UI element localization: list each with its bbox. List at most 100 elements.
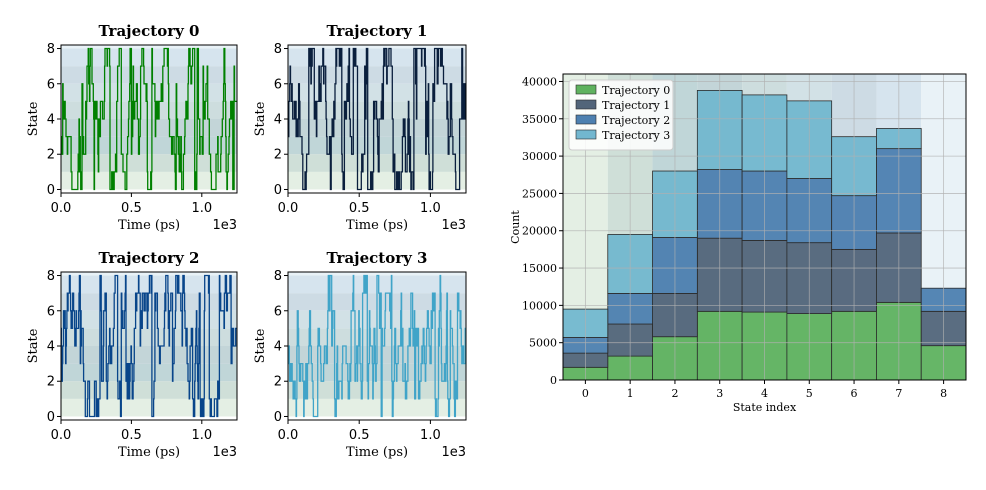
state-band [288, 45, 466, 49]
y-axis-label: State [26, 328, 41, 363]
x-tick-label: 7 [895, 387, 902, 400]
y-tick-label: 2 [274, 375, 282, 390]
state-band [61, 293, 237, 311]
trajectory-line [60, 274, 237, 418]
state-band [288, 83, 466, 102]
state-band [61, 171, 237, 190]
y-tick-label: 25000 [522, 187, 557, 200]
y-tick-label: 0 [274, 183, 282, 198]
y-tick-label: 0 [47, 410, 55, 425]
y-axis-label: State [253, 101, 268, 136]
x-tick-label: 8 [940, 387, 947, 400]
y-tick-label: 15000 [522, 262, 557, 275]
state-band [61, 328, 237, 346]
state-band [61, 346, 237, 364]
x-tick-label: 1.0 [191, 428, 212, 443]
y-axis-label: State [26, 101, 41, 136]
x-offset-label: 1e3 [212, 445, 237, 460]
legend-swatch [575, 129, 597, 140]
state-band [61, 154, 237, 172]
x-tick-label: 0.5 [349, 201, 370, 216]
state-band [61, 45, 237, 49]
state-band [61, 272, 237, 276]
y-tick-label: 6 [47, 77, 55, 92]
x-offset-label: 1e3 [441, 445, 466, 460]
state-band [288, 381, 466, 399]
state-band [61, 363, 237, 382]
y-tick-label: 0 [47, 183, 55, 198]
y-tick-label: 6 [274, 77, 282, 92]
y-tick-label: 4 [47, 340, 55, 355]
legend-label: Trajectory 1 [602, 99, 670, 112]
x-offset-label: 1e3 [212, 218, 237, 233]
legend-label: Trajectory 3 [602, 129, 670, 142]
trajectory-line [288, 47, 466, 191]
x-tick-label: 1.0 [420, 201, 441, 216]
legend-label: Trajectory 0 [602, 84, 670, 97]
x-tick-label: 1.0 [191, 201, 212, 216]
panel-title: Trajectory 0 [98, 22, 199, 40]
x-tick-label: 4 [761, 387, 768, 400]
state-band [61, 310, 237, 329]
y-tick-label: 4 [47, 113, 55, 128]
x-tick-label: 3 [716, 387, 723, 400]
panel-title: Trajectory 2 [98, 249, 199, 267]
y-tick-label: 30000 [522, 150, 557, 163]
legend-swatch [575, 99, 597, 110]
x-tick-label: 1 [627, 387, 634, 400]
x-axis-label: Time (ps) [118, 445, 180, 460]
state-band [288, 171, 466, 190]
y-tick-label: 2 [274, 148, 282, 163]
y-axis-label: State [253, 328, 268, 363]
trajectory-line [60, 47, 237, 191]
x-tick-label: 0.0 [51, 428, 72, 443]
y-tick-label: 8 [47, 269, 55, 284]
y-tick-label: 0 [274, 410, 282, 425]
x-tick-label: 0.0 [278, 428, 299, 443]
state-band [61, 119, 237, 137]
y-tick-label: 40000 [522, 75, 557, 88]
state-band [288, 272, 466, 276]
y-tick-label: 8 [274, 42, 282, 57]
legend-swatch [575, 114, 597, 125]
state-band [61, 48, 237, 67]
y-tick-label: 6 [47, 304, 55, 319]
x-tick-label: 0.0 [51, 201, 72, 216]
y-axis-label: Count [509, 210, 522, 244]
x-tick-label: 0.5 [121, 428, 142, 443]
x-tick-label: 0 [582, 387, 589, 400]
state-band [288, 398, 466, 417]
y-tick-label: 5000 [529, 337, 557, 350]
state-band [61, 136, 237, 155]
y-tick-label: 10000 [522, 299, 557, 312]
state-band [288, 66, 466, 84]
trajectory-line [287, 274, 466, 418]
x-tick-label: 0.5 [349, 428, 370, 443]
x-tick-label: 0.5 [121, 201, 142, 216]
y-tick-label: 4 [274, 340, 282, 355]
x-offset-label: 1e3 [441, 218, 466, 233]
x-axis-label: Time (ps) [346, 218, 408, 233]
y-tick-label: 8 [47, 42, 55, 57]
x-tick-label: 6 [851, 387, 858, 400]
state-band [288, 363, 466, 382]
y-tick-label: 4 [274, 113, 282, 128]
x-tick-label: 0.0 [278, 201, 299, 216]
y-tick-label: 0 [550, 374, 557, 387]
y-tick-label: 6 [274, 304, 282, 319]
x-tick-label: 1.0 [420, 428, 441, 443]
x-tick-label: 5 [806, 387, 813, 400]
state-band [61, 101, 237, 119]
y-tick-label: 35000 [522, 113, 557, 126]
legend-label: Trajectory 2 [602, 114, 670, 127]
y-tick-label: 20000 [522, 225, 557, 238]
panel-title: Trajectory 1 [326, 22, 427, 40]
x-axis-label: Time (ps) [118, 218, 180, 233]
x-axis-label: State index [733, 401, 797, 414]
y-tick-label: 2 [47, 375, 55, 390]
x-tick-label: 2 [671, 387, 678, 400]
x-axis-label: Time (ps) [346, 445, 408, 460]
y-tick-label: 8 [274, 269, 282, 284]
state-band [288, 154, 466, 172]
